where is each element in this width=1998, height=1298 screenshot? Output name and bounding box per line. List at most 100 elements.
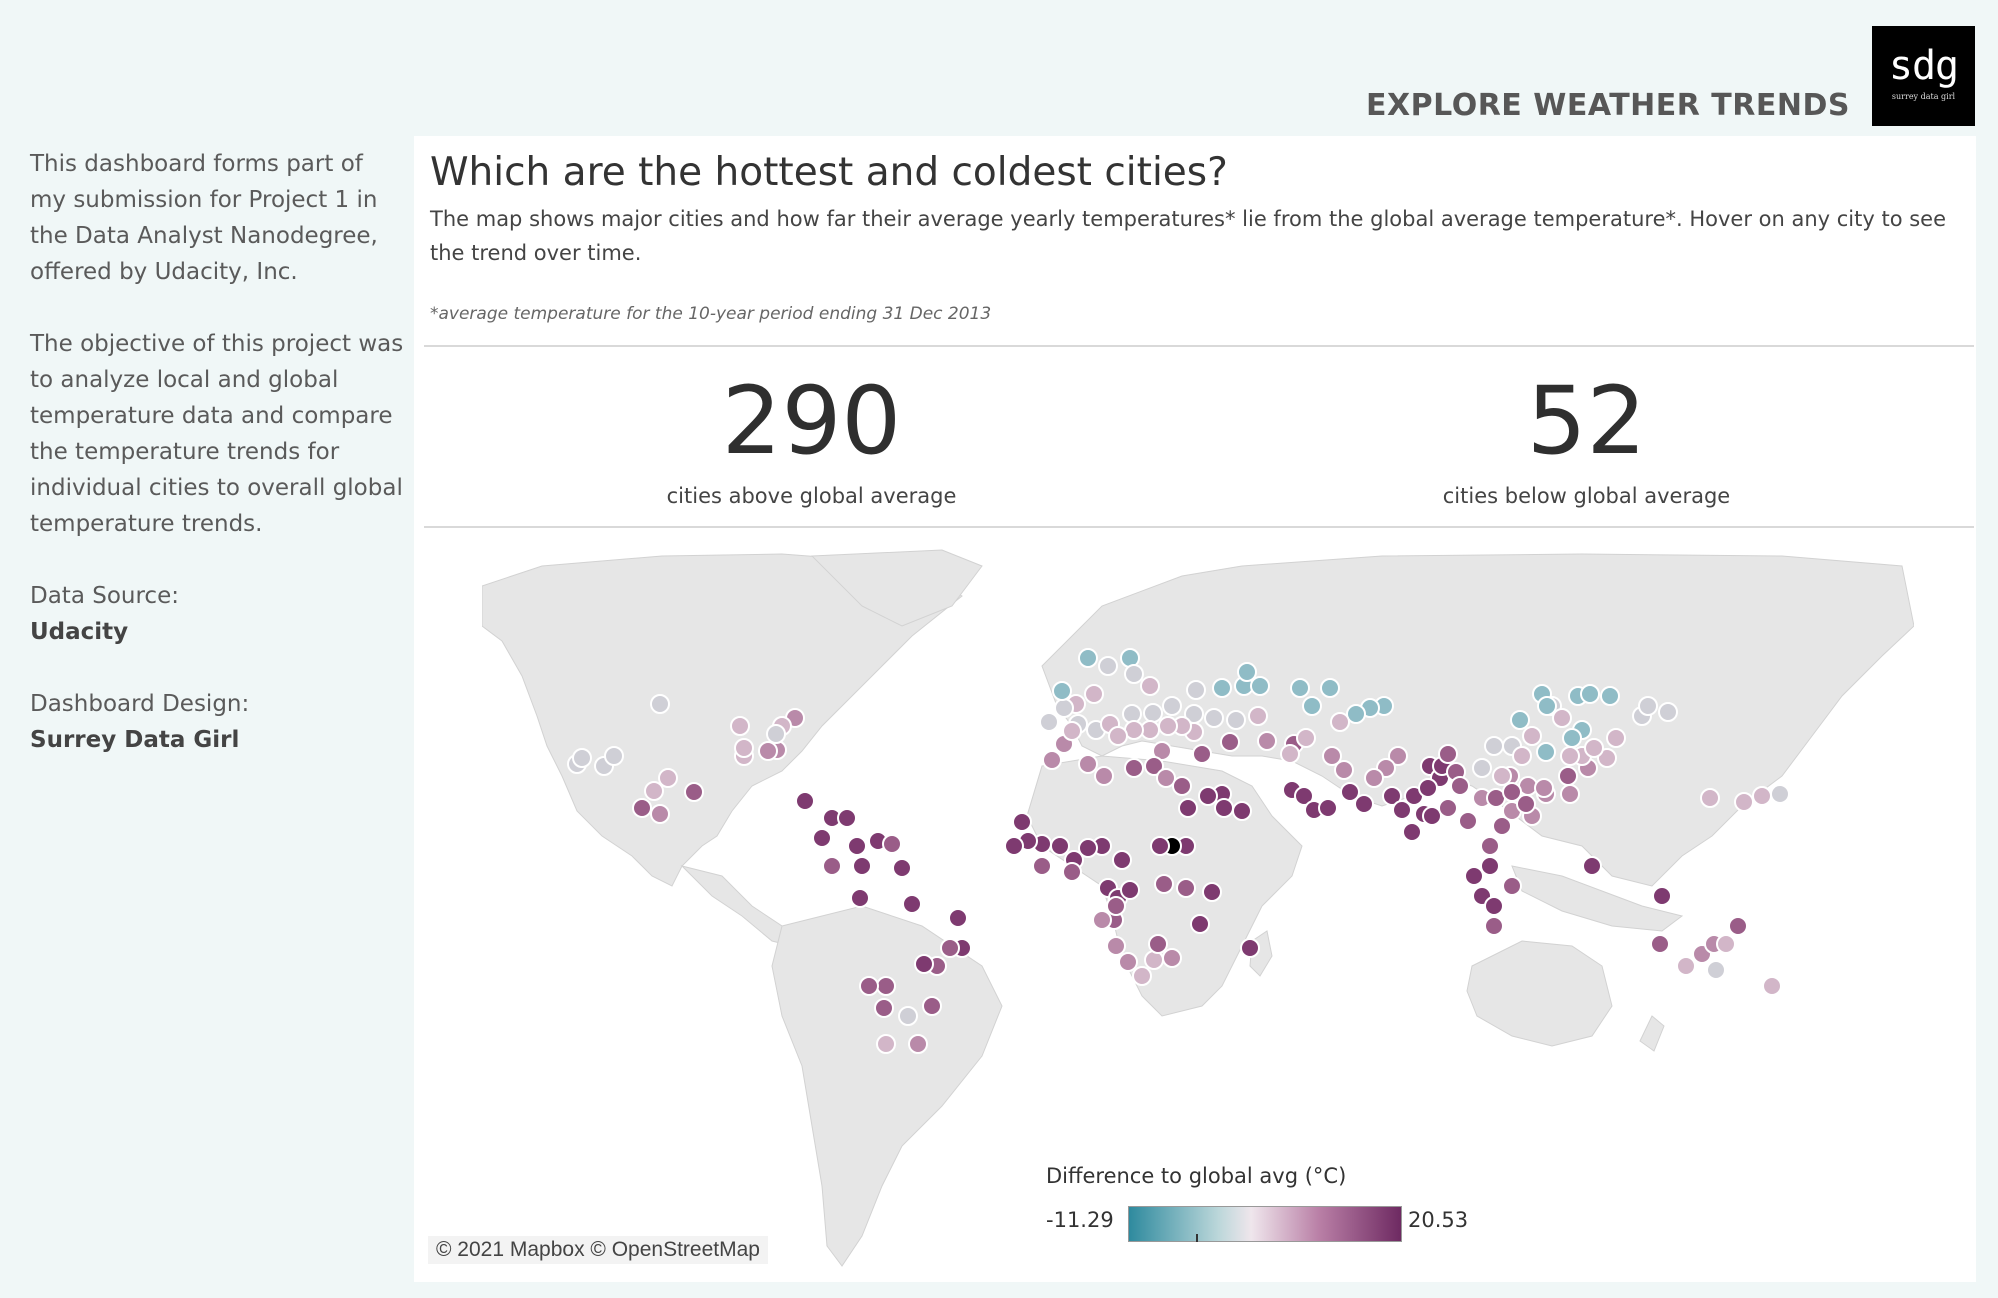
city-marker[interactable] (1078, 648, 1098, 668)
map-svg[interactable] (482, 546, 1914, 1276)
city-marker[interactable] (1492, 816, 1512, 836)
city-marker[interactable] (1480, 836, 1500, 856)
city-marker[interactable] (1012, 812, 1032, 832)
city-marker[interactable] (1320, 678, 1340, 698)
city-marker[interactable] (852, 856, 872, 876)
city-marker[interactable] (572, 748, 592, 768)
city-marker[interactable] (730, 716, 750, 736)
city-marker[interactable] (658, 768, 678, 788)
city-marker[interactable] (1118, 952, 1138, 972)
city-marker[interactable] (1322, 746, 1342, 766)
city-marker[interactable] (1536, 742, 1556, 762)
city-marker[interactable] (1728, 916, 1748, 936)
city-marker[interactable] (1078, 838, 1098, 858)
city-marker[interactable] (1706, 960, 1726, 980)
city-marker[interactable] (1558, 766, 1578, 786)
city-marker[interactable] (650, 804, 670, 824)
city-marker[interactable] (1062, 721, 1082, 741)
city-marker[interactable] (1334, 760, 1354, 780)
city-marker[interactable] (874, 998, 894, 1018)
city-marker[interactable] (1560, 746, 1580, 766)
city-marker[interactable] (734, 738, 754, 758)
city-marker[interactable] (1580, 684, 1600, 704)
city-marker[interactable] (1752, 786, 1772, 806)
city-marker[interactable] (1512, 746, 1532, 766)
city-marker[interactable] (1132, 966, 1152, 986)
city-marker[interactable] (1112, 850, 1132, 870)
city-marker[interactable] (1302, 696, 1322, 716)
city-marker[interactable] (1484, 736, 1504, 756)
city-marker[interactable] (940, 938, 960, 958)
city-marker[interactable] (1226, 710, 1246, 730)
city-marker[interactable] (1606, 728, 1626, 748)
city-marker[interactable] (1078, 754, 1098, 774)
kpi-above[interactable]: 290 cities above global average (424, 372, 1199, 509)
city-marker[interactable] (1584, 738, 1604, 758)
city-marker[interactable] (1330, 712, 1350, 732)
city-marker[interactable] (1190, 914, 1210, 934)
city-marker[interactable] (882, 834, 902, 854)
city-marker[interactable] (1364, 768, 1384, 788)
city-marker[interactable] (837, 808, 857, 828)
city-marker[interactable] (1098, 656, 1118, 676)
city-marker[interactable] (1237, 662, 1257, 682)
city-marker[interactable] (876, 1034, 896, 1054)
city-marker[interactable] (1770, 784, 1790, 804)
city-marker[interactable] (1502, 782, 1522, 802)
city-marker[interactable] (1652, 886, 1672, 906)
city-marker[interactable] (922, 996, 942, 1016)
city-marker[interactable] (1296, 728, 1316, 748)
city-marker[interactable] (1638, 696, 1658, 716)
city-marker[interactable] (1178, 798, 1198, 818)
city-marker[interactable] (1148, 934, 1168, 954)
city-marker[interactable] (1354, 794, 1374, 814)
city-marker[interactable] (1212, 678, 1232, 698)
city-marker[interactable] (1150, 836, 1170, 856)
city-marker[interactable] (892, 858, 912, 878)
city-marker[interactable] (1600, 686, 1620, 706)
city-marker[interactable] (1700, 788, 1720, 808)
city-marker[interactable] (847, 836, 867, 856)
city-marker[interactable] (1050, 836, 1070, 856)
city-marker[interactable] (1158, 716, 1178, 736)
city-marker[interactable] (1054, 698, 1074, 718)
city-marker[interactable] (1198, 786, 1218, 806)
city-marker[interactable] (1172, 776, 1192, 796)
city-marker[interactable] (1156, 768, 1176, 788)
kpi-below[interactable]: 52 cities below global average (1199, 372, 1974, 509)
city-marker[interactable] (1492, 766, 1512, 786)
city-marker[interactable] (1162, 696, 1182, 716)
city-marker[interactable] (1250, 676, 1270, 696)
city-marker[interactable] (1094, 766, 1114, 786)
city-marker[interactable] (1418, 778, 1438, 798)
city-marker[interactable] (1143, 703, 1163, 723)
city-marker[interactable] (1388, 746, 1408, 766)
city-marker[interactable] (1106, 936, 1126, 956)
city-marker[interactable] (812, 828, 832, 848)
city-marker[interactable] (1762, 976, 1782, 996)
city-marker[interactable] (1346, 704, 1366, 724)
city-marker[interactable] (795, 791, 815, 811)
city-marker[interactable] (1552, 708, 1572, 728)
city-marker[interactable] (1204, 708, 1224, 728)
city-marker[interactable] (1650, 934, 1670, 954)
city-marker[interactable] (1422, 806, 1442, 826)
city-marker[interactable] (1318, 798, 1338, 818)
city-marker[interactable] (1294, 786, 1314, 806)
city-marker[interactable] (1108, 726, 1128, 746)
city-marker[interactable] (1144, 756, 1164, 776)
city-marker[interactable] (1458, 811, 1478, 831)
city-marker[interactable] (1597, 748, 1617, 768)
city-marker[interactable] (1522, 726, 1542, 746)
city-marker[interactable] (1202, 882, 1222, 902)
city-marker[interactable] (1214, 798, 1234, 818)
city-marker[interactable] (1240, 938, 1260, 958)
city-marker[interactable] (1186, 680, 1206, 700)
city-marker[interactable] (902, 894, 922, 914)
city-marker[interactable] (1052, 681, 1072, 701)
city-marker[interactable] (914, 954, 934, 974)
city-marker[interactable] (1340, 782, 1360, 802)
city-marker[interactable] (1220, 732, 1240, 752)
city-marker[interactable] (1516, 794, 1536, 814)
city-marker[interactable] (1124, 758, 1144, 778)
